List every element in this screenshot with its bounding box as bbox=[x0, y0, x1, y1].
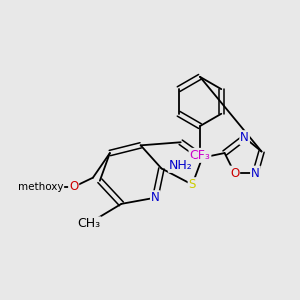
Text: S: S bbox=[189, 178, 196, 191]
Text: O: O bbox=[69, 180, 78, 194]
Text: N: N bbox=[240, 131, 249, 144]
Text: N: N bbox=[151, 191, 160, 204]
Text: methoxy: methoxy bbox=[18, 182, 63, 192]
Text: NH₂: NH₂ bbox=[169, 159, 193, 172]
Text: N: N bbox=[251, 167, 260, 180]
Text: CF₃: CF₃ bbox=[190, 149, 210, 162]
Text: CH₃: CH₃ bbox=[77, 218, 101, 230]
Text: O: O bbox=[230, 167, 239, 180]
